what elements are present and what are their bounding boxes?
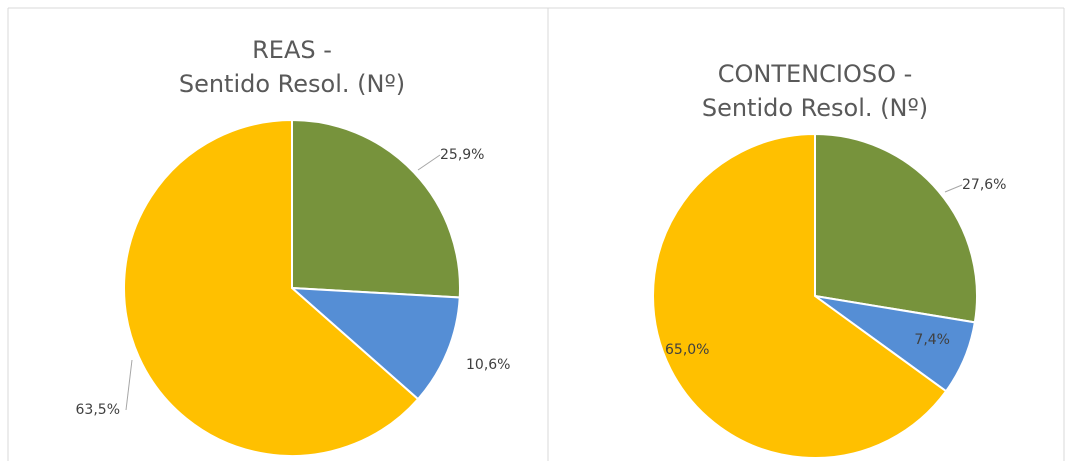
chart-title: Sentido Resol. (Nº) <box>702 94 928 122</box>
leader-line <box>125 359 133 411</box>
leader-line <box>944 184 963 193</box>
pie-slice <box>814 132 978 324</box>
leader-line <box>417 154 441 171</box>
data-label: 25,9% <box>440 147 484 163</box>
data-label: 65,0% <box>665 342 709 358</box>
pie-slice <box>123 118 420 457</box>
chart-title: Sentido Resol. (Nº) <box>179 70 405 98</box>
pie-slice <box>291 118 461 299</box>
data-label: 27,6% <box>962 177 1006 193</box>
data-label: 10,6% <box>466 357 510 373</box>
chart-title: REAS - <box>252 36 332 64</box>
pie-slice <box>289 286 461 401</box>
chart-title: CONTENCIOSO - <box>718 60 913 88</box>
data-label: 63,5% <box>76 402 120 418</box>
data-label: 7,4% <box>914 332 950 348</box>
pie-slice <box>652 132 948 459</box>
